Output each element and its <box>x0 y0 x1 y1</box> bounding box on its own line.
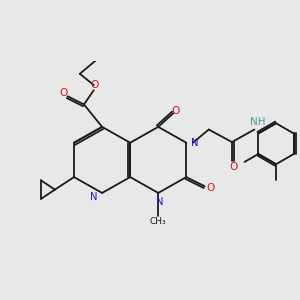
Text: N: N <box>156 197 164 207</box>
Text: CH₃: CH₃ <box>150 217 166 226</box>
Text: NH: NH <box>250 117 266 127</box>
Text: O: O <box>206 183 214 193</box>
Text: O: O <box>172 106 180 116</box>
Text: N: N <box>191 138 198 148</box>
Text: N: N <box>90 192 98 202</box>
Text: O: O <box>230 162 238 172</box>
Text: O: O <box>91 80 99 90</box>
Text: O: O <box>60 88 68 98</box>
